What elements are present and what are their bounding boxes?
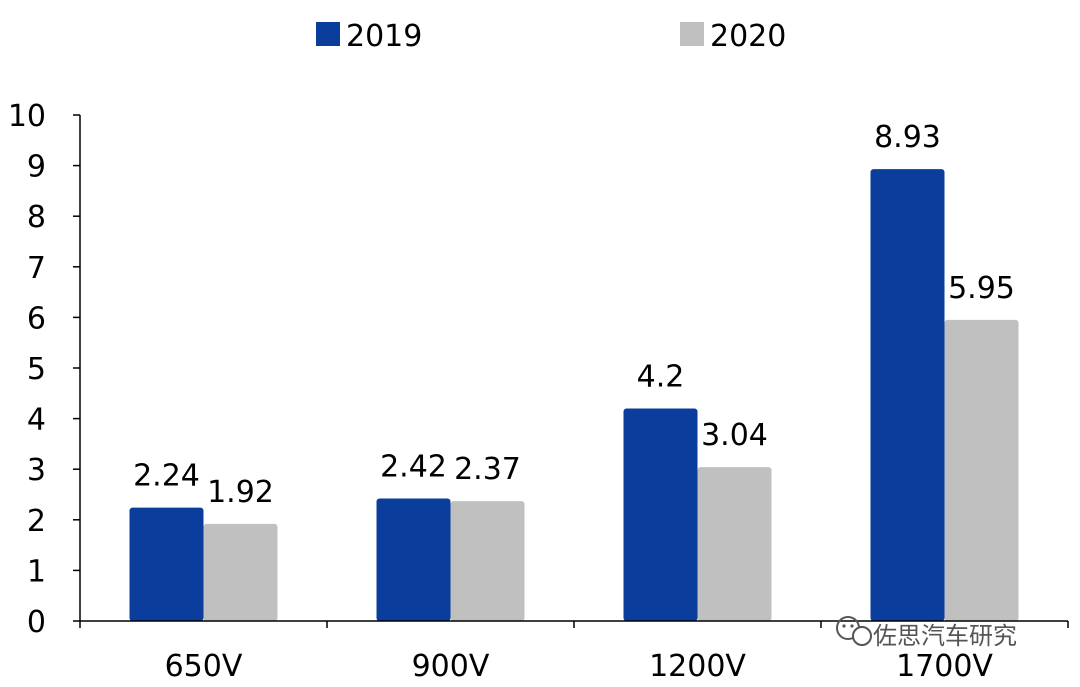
y-tick-label: 2 <box>27 504 46 539</box>
bar-2020-1200V <box>697 467 772 621</box>
x-axis: 650V 900V 1200V 1700V <box>79 620 1069 684</box>
y-axis: 0 1 2 3 4 5 6 7 8 9 10 <box>8 99 81 640</box>
y-tick-label: 7 <box>27 251 46 286</box>
y-tick-label: 6 <box>27 301 46 336</box>
watermark: 佐思汽车研究 <box>836 616 1017 650</box>
y-tick-label: 10 <box>8 99 46 134</box>
data-label: 3.04 <box>701 418 768 453</box>
bar-2020-900V <box>450 501 525 621</box>
x-category-label: 650V <box>165 649 243 684</box>
y-tick-label: 9 <box>27 150 46 185</box>
y-tick-label: 1 <box>27 554 46 589</box>
bar-2019-1700V <box>870 169 945 621</box>
wechat-icon <box>836 616 872 646</box>
data-label: 8.93 <box>874 120 941 155</box>
legend-swatch-2019 <box>316 22 340 46</box>
data-label: 1.92 <box>207 475 274 510</box>
bars: 2.24 2.42 4.2 8.93 1.92 2.37 3.04 5.95 <box>129 120 1019 621</box>
data-label: 2.37 <box>454 452 521 487</box>
bar-2019-1200V <box>623 408 698 621</box>
data-label: 2.24 <box>133 459 200 494</box>
y-tick-label: 5 <box>27 352 46 387</box>
y-tick-label: 4 <box>27 403 46 438</box>
legend-label: 2020 <box>710 19 786 54</box>
legend-swatch-2020 <box>680 22 704 46</box>
data-label: 2.42 <box>380 450 447 485</box>
legend: 2019 2020 <box>316 19 786 54</box>
legend-label: 2019 <box>346 19 422 54</box>
bar-2020-1700V <box>944 319 1019 621</box>
x-category-label: 1700V <box>896 649 993 684</box>
y-tick-label: 0 <box>27 605 46 640</box>
y-tick-label: 8 <box>27 200 46 235</box>
bar-2019-650V <box>129 507 204 621</box>
x-category-label: 1200V <box>649 649 746 684</box>
data-label: 5.95 <box>948 271 1015 306</box>
bar-2020-650V <box>203 523 278 621</box>
y-tick-label: 3 <box>27 453 46 488</box>
data-label: 4.2 <box>637 359 685 394</box>
x-category-label: 900V <box>412 649 490 684</box>
bar-2019-900V <box>376 498 451 621</box>
watermark-text: 佐思汽车研究 <box>873 622 1017 650</box>
